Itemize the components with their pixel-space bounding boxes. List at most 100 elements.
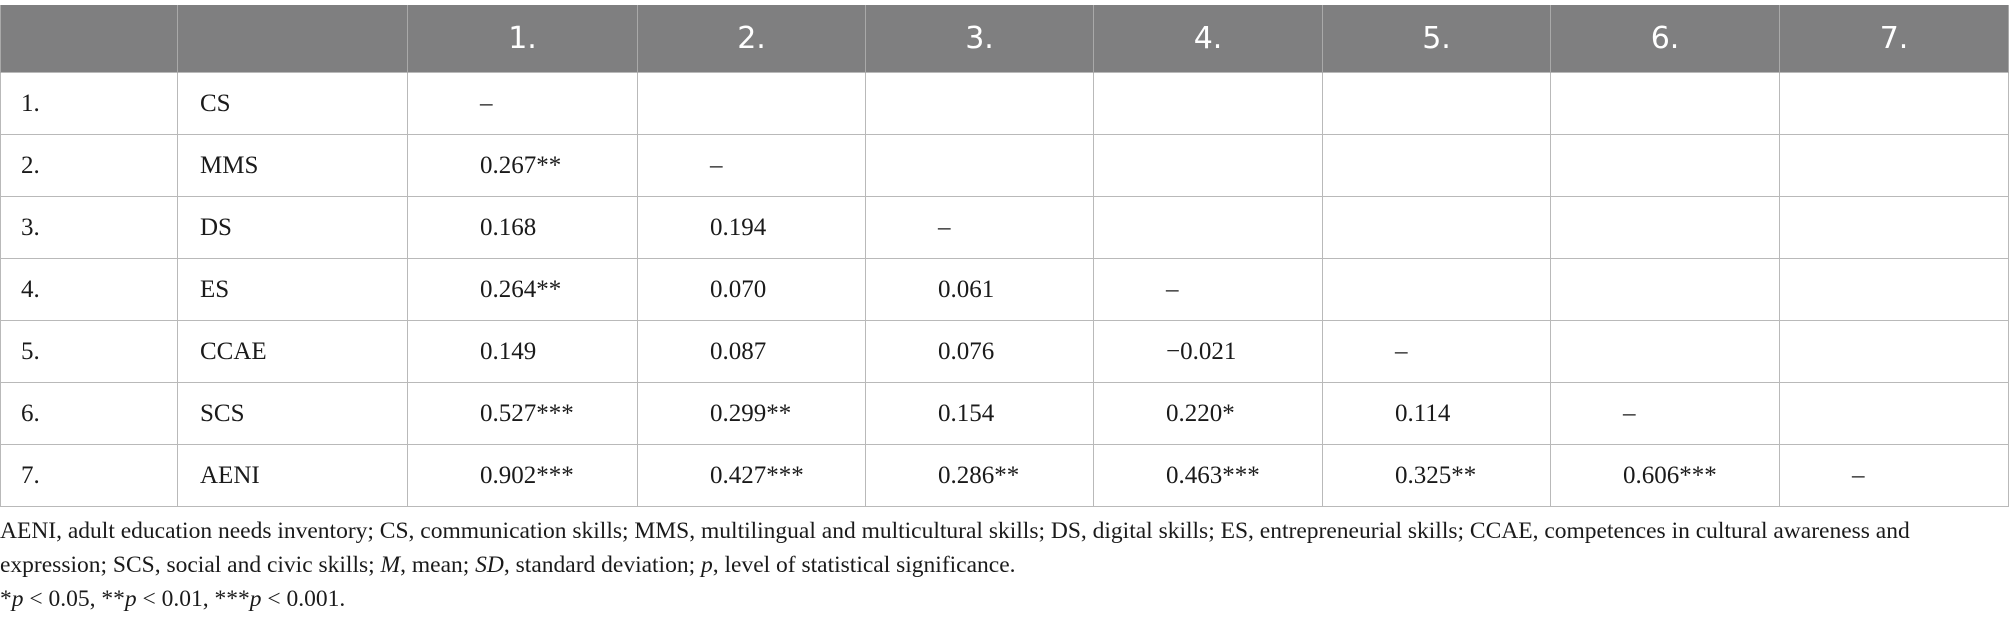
correlation-table: 1. 2. 3. 4. 5. 6. 7. 1. CS –2. MMS 0.267** –3. DS 0.1… (0, 5, 2009, 507)
header-cell: 6. (1550, 5, 1780, 73)
note-text: , level of statistical significance. (712, 552, 1016, 578)
note-line: *p < 0.05, **p < 0.01, ***p < 0.001. (0, 582, 2009, 616)
empty-cell (1093, 196, 1323, 259)
row-number: 6. (0, 382, 178, 445)
note-text: p (249, 586, 262, 612)
note-text: AENI, adult education needs inventory; C… (0, 518, 1910, 578)
note-text: SD (475, 552, 504, 578)
empty-cell (865, 72, 1094, 135)
header-cell: 1. (407, 5, 638, 73)
row-label: CCAE (177, 320, 408, 383)
table-row: 3. DS 0.168 0.194– (0, 196, 2009, 259)
row-label: CS (177, 72, 408, 135)
header-cell: 4. (1093, 5, 1323, 73)
empty-cell (1779, 196, 2009, 259)
table-cell: 0.267** (407, 134, 638, 197)
empty-cell (1093, 72, 1323, 135)
empty-cell (1779, 382, 2009, 445)
table-cell: 0.194 (637, 196, 866, 259)
table-row: 5. CCAE 0.149 0.087 0.076 −0.021– (0, 320, 2009, 383)
table-cell: 0.427*** (637, 444, 866, 507)
header-cell: 3. (865, 5, 1094, 73)
table-cell: 0.114 (1322, 382, 1551, 445)
table-cell: 0.076 (865, 320, 1094, 383)
table-cell: 0.286** (865, 444, 1094, 507)
empty-cell (1779, 134, 2009, 197)
note-text: M (380, 552, 401, 578)
table-cell: −0.021 (1093, 320, 1323, 383)
row-label: ES (177, 258, 408, 321)
table-body: 1. CS –2. MMS 0.267** –3. DS 0.168 0.194–4. ES 0.2… (0, 72, 2009, 507)
table-cell: – (865, 196, 1094, 259)
note-line: AENI, adult education needs inventory; C… (0, 514, 2009, 582)
empty-cell (1322, 196, 1551, 259)
table-cell: – (1550, 382, 1780, 445)
empty-cell (865, 134, 1094, 197)
header-cell (177, 5, 408, 73)
row-number: 3. (0, 196, 178, 259)
table-cell: 0.902*** (407, 444, 638, 507)
table-cell: – (1093, 258, 1323, 321)
table-cell: 0.061 (865, 258, 1094, 321)
table-cell: – (1322, 320, 1551, 383)
table-cell: 0.220* (1093, 382, 1323, 445)
table-cell: 0.463*** (1093, 444, 1323, 507)
table-cell: 0.299** (637, 382, 866, 445)
empty-cell (1779, 258, 2009, 321)
header-cell: 2. (637, 5, 866, 73)
table-cell: 0.527*** (407, 382, 638, 445)
header-cell: 7. (1779, 5, 2009, 73)
table-cell: 0.149 (407, 320, 638, 383)
table-cell: 0.087 (637, 320, 866, 383)
table-cell: 0.070 (637, 258, 866, 321)
table-row: 2. MMS 0.267** – (0, 134, 2009, 197)
empty-cell (1093, 134, 1323, 197)
empty-cell (1550, 258, 1780, 321)
table-row: 4. ES 0.264** 0.070 0.061– (0, 258, 2009, 321)
empty-cell (1322, 72, 1551, 135)
table-cell: 0.168 (407, 196, 638, 259)
empty-cell (1550, 320, 1780, 383)
row-label: DS (177, 196, 408, 259)
row-number: 5. (0, 320, 178, 383)
row-label: MMS (177, 134, 408, 197)
table-cell: – (407, 72, 638, 135)
table-row: 7. AENI 0.902*** 0.427*** 0.286** 0.463*** 0.3… (0, 444, 2009, 507)
note-text: p (11, 586, 24, 612)
empty-cell (1779, 320, 2009, 383)
table-cell: 0.154 (865, 382, 1094, 445)
row-number: 7. (0, 444, 178, 507)
empty-cell (1322, 258, 1551, 321)
empty-cell (1550, 72, 1780, 135)
table-cell: 0.264** (407, 258, 638, 321)
table-row: 6. SCS 0.527*** 0.299** 0.154 0.220* 0.114– (0, 382, 2009, 445)
note-text: , standard deviation; (503, 552, 701, 578)
header-cell: 5. (1322, 5, 1551, 73)
header-cell (0, 5, 178, 73)
notes: AENI, adult education needs inventory; C… (0, 514, 2009, 616)
note-text: < 0.05, ** (23, 586, 125, 612)
empty-cell (1779, 72, 2009, 135)
note-text: < 0.01, *** (136, 586, 250, 612)
empty-cell (1550, 196, 1780, 259)
table-row: 1. CS – (0, 72, 2009, 135)
note-text: , mean; (400, 552, 476, 578)
note-text: < 0.001. (261, 586, 346, 612)
header-row: 1. 2. 3. 4. 5. 6. 7. (0, 5, 2009, 73)
note-text: p (124, 586, 137, 612)
note-text: p (701, 552, 713, 578)
empty-cell (1322, 134, 1551, 197)
row-number: 4. (0, 258, 178, 321)
table-cell: – (1779, 444, 2009, 507)
row-label: SCS (177, 382, 408, 445)
empty-cell (1550, 134, 1780, 197)
row-number: 2. (0, 134, 178, 197)
note-text: * (0, 586, 12, 612)
table-cell: 0.606*** (1550, 444, 1780, 507)
empty-cell (637, 72, 866, 135)
table-cell: – (637, 134, 866, 197)
row-number: 1. (0, 72, 178, 135)
table-cell: 0.325** (1322, 444, 1551, 507)
row-label: AENI (177, 444, 408, 507)
